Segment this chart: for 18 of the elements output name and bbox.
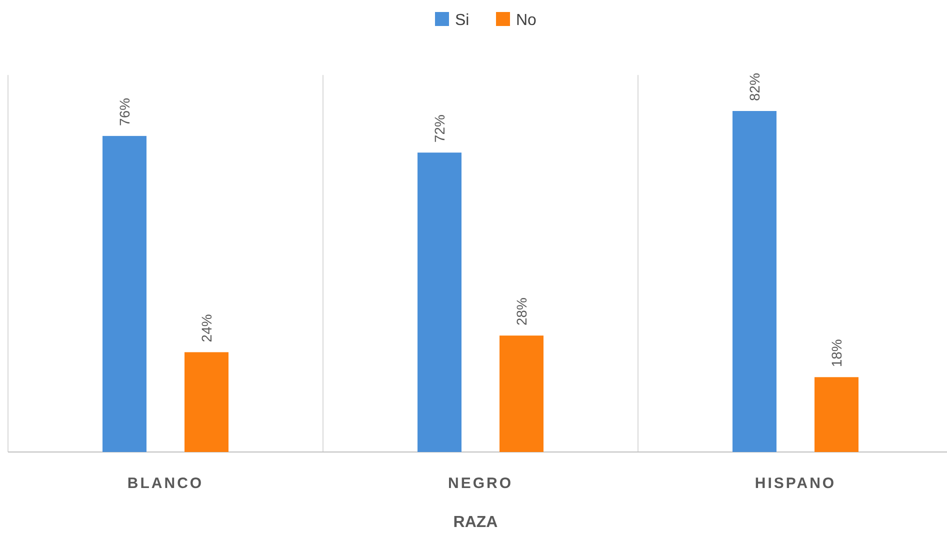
- bar: [184, 352, 228, 452]
- data-label: 18%: [828, 339, 844, 368]
- legend-label: Si: [455, 12, 470, 29]
- data-label: 28%: [514, 298, 530, 326]
- data-label: 72%: [432, 114, 448, 143]
- bar: [732, 111, 776, 452]
- data-label: 76%: [116, 98, 132, 126]
- x-tick-label: NEGRO: [448, 475, 514, 492]
- x-tick-label: HISPANO: [754, 475, 836, 492]
- data-label: 24%: [198, 314, 214, 342]
- legend-label: No: [516, 12, 537, 29]
- bar: [418, 152, 462, 452]
- x-tick-label: BLANCO: [127, 475, 204, 492]
- data-label: 82%: [746, 72, 762, 101]
- bar: [500, 336, 544, 452]
- bar: [102, 136, 146, 452]
- x-axis-title: RAZA: [453, 514, 498, 531]
- bar: [814, 377, 858, 452]
